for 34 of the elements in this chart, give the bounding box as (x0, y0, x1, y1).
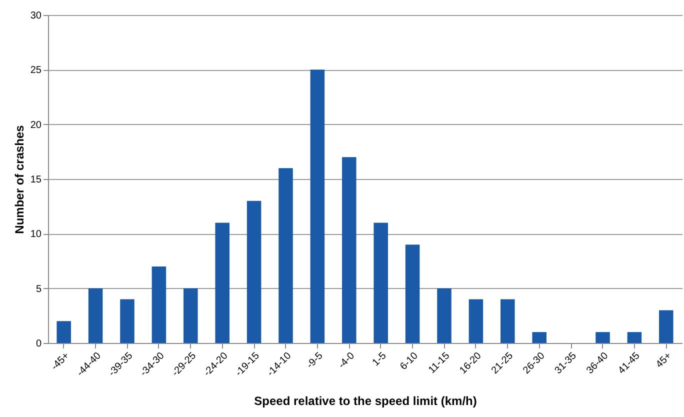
y-tick-label: 15 (30, 174, 42, 186)
x-tick-label: -4-0 (336, 350, 358, 371)
bar (342, 157, 356, 343)
bar (374, 222, 388, 343)
x-tick-label: 1-5 (370, 350, 389, 368)
bar (152, 266, 166, 343)
y-tick-label: 30 (30, 10, 42, 22)
bar (88, 288, 103, 343)
bar (56, 321, 71, 343)
x-tick-label: 45+ (654, 350, 674, 370)
bar (310, 70, 325, 343)
bar (120, 299, 134, 343)
bar (468, 299, 484, 343)
x-tick-label: -9-5 (304, 350, 326, 371)
y-tick-label: 20 (30, 120, 42, 131)
x-axis-title: Speed relative to the speed limit (km/h) (254, 394, 477, 408)
bar (184, 288, 198, 343)
y-tick-label: 25 (30, 65, 42, 76)
y-axis-title: Number of crashes (12, 124, 26, 234)
bar (627, 332, 642, 343)
bar (215, 222, 230, 343)
bar (500, 299, 515, 343)
x-tick-label: 6-10 (398, 350, 421, 372)
y-tick-label: 5 (36, 284, 42, 295)
bar (278, 168, 293, 343)
bar (596, 332, 610, 343)
y-tick-label: 10 (30, 229, 42, 240)
bar (659, 310, 674, 343)
y-tick-label: 0 (36, 338, 42, 350)
bar (437, 288, 452, 343)
x-tick-label: -45+ (50, 350, 72, 373)
bar (405, 244, 420, 343)
bar (532, 332, 546, 343)
bar (246, 200, 262, 343)
